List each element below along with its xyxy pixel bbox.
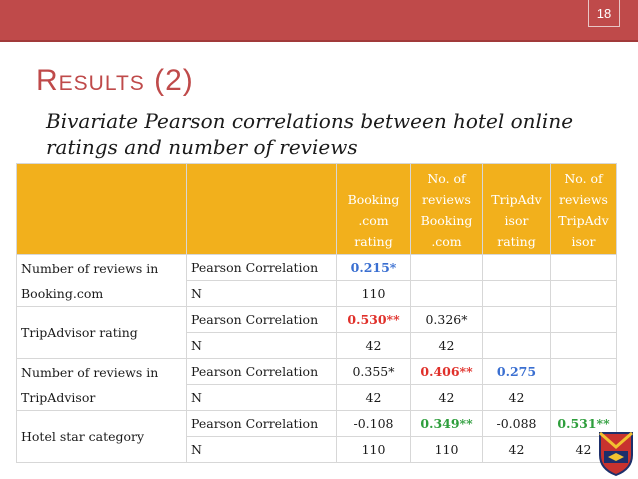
row-group-label: Number of reviews in TripAdvisor <box>16 358 187 411</box>
table-cell <box>550 254 617 281</box>
table-cell: 0.326* <box>410 306 483 333</box>
stat-label: N <box>186 332 337 359</box>
table-cell: 110 <box>336 280 411 307</box>
stat-label: Pearson Correlation <box>186 358 337 385</box>
table-cell <box>550 280 617 307</box>
table-cell: -0.108 <box>336 410 411 437</box>
banner-divider <box>0 40 638 42</box>
table-cell: 0.215* <box>336 254 411 281</box>
header-empty-cell <box>186 163 337 255</box>
table-cell: -0.088 <box>482 410 551 437</box>
table-cell: 0.406** <box>410 358 483 385</box>
table-cell <box>550 332 617 359</box>
stat-label: N <box>186 384 337 411</box>
table-cell: 42 <box>336 332 411 359</box>
table-row: N 42 42 42 <box>17 384 617 411</box>
table-row: Number of reviews in Booking.com Pearson… <box>16 254 617 307</box>
row-group-label: Number of reviews in Booking.com <box>16 254 187 307</box>
table-row: Number of reviews in TripAdvisor Pearson… <box>16 358 617 411</box>
table-cell: 42 <box>410 332 483 359</box>
table-cell <box>410 280 483 307</box>
stat-label: Pearson Correlation <box>186 254 337 281</box>
table-cell <box>482 254 551 281</box>
col-header-booking-rating: Booking .com rating <box>336 163 411 255</box>
top-banner <box>0 0 638 40</box>
table-cell <box>482 306 551 333</box>
table-cell: 0.530** <box>336 306 411 333</box>
table-cell: 42 <box>410 384 483 411</box>
slide-title: Results (2) <box>36 64 194 97</box>
table-cell: 110 <box>410 436 483 463</box>
table-cell: 42 <box>482 384 551 411</box>
table-row: N 110 <box>17 280 617 307</box>
table-row: N 110 110 42 42 <box>17 436 617 463</box>
stat-label: Pearson Correlation <box>186 306 337 333</box>
stat-label: Pearson Correlation <box>186 410 337 437</box>
col-header-tripadvisor-rating: TripAdv isor rating <box>482 163 551 255</box>
table-cell: 0.275 <box>482 358 551 385</box>
table-cell <box>482 280 551 307</box>
table-cell: 0.355* <box>336 358 411 385</box>
stat-label: N <box>186 280 337 307</box>
stat-label: N <box>186 436 337 463</box>
row-group-label: Hotel star category <box>16 410 187 463</box>
correlation-table: Booking .com rating No. of reviews Booki… <box>16 163 617 463</box>
table-cell <box>550 306 617 333</box>
slide-subtitle: Bivariate Pearson correlations between h… <box>46 109 574 159</box>
table-row: TripAdvisor rating Pearson Correlation 0… <box>16 306 617 359</box>
table-cell: 0.349** <box>410 410 483 437</box>
table-row: Hotel star category Pearson Correlation … <box>16 410 617 463</box>
table-header-row: Booking .com rating No. of reviews Booki… <box>16 163 617 255</box>
university-crest-icon <box>599 431 633 477</box>
col-header-booking-reviews: No. of reviews Booking .com <box>410 163 483 255</box>
row-group-label: TripAdvisor rating <box>16 306 187 359</box>
table-cell <box>550 384 617 411</box>
table-cell <box>410 254 483 281</box>
table-cell: 110 <box>336 436 411 463</box>
table-cell <box>482 332 551 359</box>
table-cell: 42 <box>482 436 551 463</box>
table-cell: 42 <box>336 384 411 411</box>
slide-number: 18 <box>588 0 620 27</box>
table-cell <box>550 358 617 385</box>
col-header-tripadvisor-reviews: No. of reviews TripAdv isor <box>550 163 617 255</box>
header-empty-cell <box>16 163 187 255</box>
